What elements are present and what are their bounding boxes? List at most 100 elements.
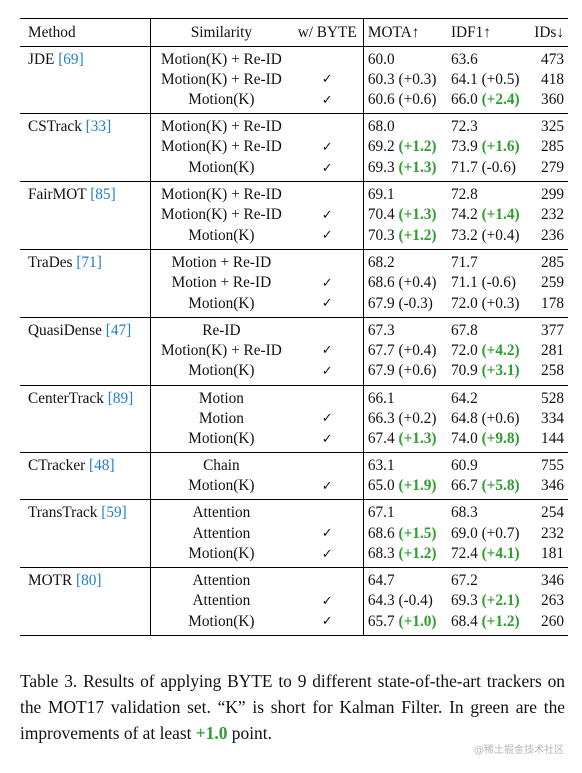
table-row: Motion(K) + Re-ID ✓ 70.4 (+1.3) 74.2 (+1.4)…: [20, 204, 568, 226]
byte-cell: ✓: [291, 157, 364, 183]
byte-cell: [292, 114, 364, 137]
mota-value: 67.7: [367, 341, 395, 359]
idf1-cell: 64.2: [451, 385, 527, 408]
check-icon: ✓: [321, 343, 333, 359]
mota-value: 66.3: [367, 409, 395, 427]
idf1-value: 63.6: [450, 50, 478, 68]
idf1-value: 66.0: [450, 91, 478, 109]
mota-value: 60.3: [367, 70, 395, 88]
table-row: Motion(K) + Re-ID ✓ 69.2 (+1.2) 73.9 (+1.6)…: [20, 136, 568, 158]
idf1-delta: (+3.1): [481, 362, 520, 380]
method-name: MOTR: [28, 572, 73, 590]
ids-cell: 144: [526, 428, 568, 454]
table-row: Motion(K) ✓ 67.9 (-0.3) 72.0 (+0.3) 178: [20, 293, 568, 318]
method-cell: [20, 205, 151, 226]
mota-value: 67.1: [367, 504, 395, 522]
similarity-cell: Motion(K) + Re-ID: [150, 46, 292, 70]
mota-cell: 64.3 (-0.4): [362, 590, 451, 612]
check-icon: ✓: [321, 275, 333, 291]
mota-delta: (+1.5): [398, 524, 437, 542]
mota-delta: (+1.9): [398, 477, 437, 495]
byte-cell: ✓: [291, 611, 364, 637]
idf1-cell: 72.0 (+4.2): [451, 340, 527, 361]
similarity-cell: Motion(K) + Re-ID: [150, 69, 292, 90]
similarity-cell: Attention: [150, 567, 292, 591]
mota-delta: (+1.3): [398, 206, 437, 224]
check-icon: ✓: [321, 139, 333, 155]
table-row: Attention ✓ 68.6 (+1.5) 69.0 (+0.7) 232: [20, 523, 568, 544]
mota-cell: 64.7: [362, 567, 451, 591]
check-icon: ✓: [321, 546, 333, 562]
byte-cell: [292, 46, 364, 69]
method-name: JDE: [28, 50, 55, 68]
ids-cell: 181: [526, 543, 568, 569]
mota-value: 69.2: [367, 138, 395, 156]
idf1-cell: 69.0 (+0.7): [451, 523, 527, 544]
ids-cell: 334: [541, 409, 564, 427]
method-ref: [89]: [107, 389, 134, 407]
method-cell: TransTrack [59]: [20, 500, 151, 523]
idf1-value: 72.3: [450, 118, 478, 136]
idf1-delta: (-0.6): [481, 274, 516, 292]
method-cell: [20, 543, 151, 569]
table-row: JDE [69] Motion(K) + Re-ID 60.0 63.6 473: [20, 46, 568, 70]
ids-cell: 178: [526, 293, 568, 318]
mota-value: 68.3: [367, 545, 395, 563]
check-icon: ✓: [321, 526, 333, 542]
method-ref: [33]: [85, 118, 112, 136]
similarity-cell: Motion(K): [150, 360, 292, 386]
method-ref: [48]: [89, 457, 115, 475]
similarity-cell: Motion(K): [150, 475, 292, 501]
method-ref: [69]: [58, 50, 84, 68]
idf1-cell: 72.4 (+4.1): [450, 543, 527, 569]
idf1-value: 67.8: [450, 321, 478, 339]
idf1-cell: 70.9 (+3.1): [450, 360, 527, 386]
similarity-cell: Motion(K): [150, 157, 292, 183]
check-icon: ✓: [321, 614, 333, 630]
idf1-value: 69.0: [450, 524, 478, 542]
similarity-cell: Motion + Re-ID: [150, 249, 292, 273]
mota-value: 67.3: [367, 321, 395, 339]
mota-delta: (+1.2): [398, 226, 437, 244]
mota-delta: (+1.2): [398, 545, 437, 563]
method-cell: [20, 360, 151, 386]
byte-cell: ✓: [291, 428, 364, 454]
mota-delta: (+0.3): [398, 70, 437, 88]
idf1-value: 66.7: [450, 477, 478, 495]
mota-cell: 60.0: [362, 46, 451, 70]
table-row: MOTR [80] Attention 64.7 67.2 346: [20, 567, 568, 591]
mota-value: 68.0: [367, 118, 395, 136]
ids-cell: 346: [526, 475, 568, 501]
method-ref: [71]: [76, 253, 102, 271]
method-cell: [20, 428, 151, 454]
method-group: TraDes [71] Motion + Re-ID 68.2 71.7 285 Moti…: [20, 249, 568, 318]
similarity-cell: Motion + Re-ID: [150, 272, 292, 294]
byte-cell: [292, 500, 364, 523]
ids-cell: 285: [541, 138, 564, 156]
ids-cell: 254: [541, 504, 564, 522]
idf1-delta: (+4.1): [481, 545, 520, 563]
ids-cell: 325: [541, 118, 564, 136]
idf1-value: 68.3: [450, 504, 478, 522]
mota-cell: 63.1: [362, 452, 451, 476]
byte-cell: ✓: [291, 543, 364, 569]
mota-cell: 67.4 (+1.3): [362, 428, 451, 454]
method-cell: MOTR [80]: [20, 568, 151, 591]
similarity-cell: Motion(K): [150, 225, 292, 250]
mota-cell: 68.6 (+0.4): [362, 272, 451, 294]
mota-delta: (+1.2): [398, 138, 437, 156]
similarity-cell: Motion(K): [150, 543, 292, 569]
mota-delta: (+0.2): [398, 409, 437, 427]
idf1-cell: 72.3: [451, 114, 527, 137]
method-cell: [20, 340, 151, 361]
mota-delta: (+1.3): [398, 430, 437, 448]
method-cell: TraDes [71]: [20, 249, 151, 272]
ids-cell: 263: [541, 592, 564, 610]
mota-delta: (+0.6): [398, 362, 437, 380]
mota-value: 67.9: [367, 362, 395, 380]
idf1-cell: 71.7 (-0.6): [450, 157, 527, 183]
idf1-delta: (+2.1): [481, 592, 520, 610]
method-cell: [20, 225, 151, 250]
mota-value: 67.4: [367, 430, 395, 448]
ids-cell: 236: [526, 225, 568, 250]
